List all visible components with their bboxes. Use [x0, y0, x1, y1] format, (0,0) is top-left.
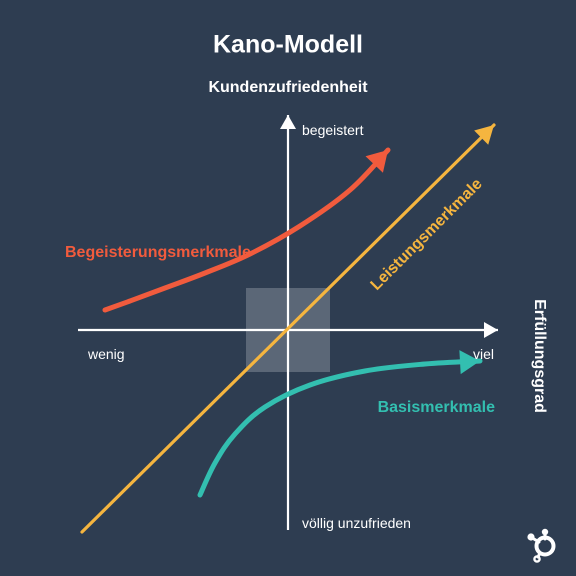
x-left-label: wenig	[88, 346, 125, 362]
y-bottom-label: völlig unzufrieden	[302, 515, 411, 531]
diagram-title: Kano-Modell	[213, 31, 363, 60]
y-top-label: begeistert	[302, 122, 363, 138]
x-axis-title: Erfüllungsgrad	[530, 299, 548, 413]
y-axis-title: Kundenzufriedenheit	[208, 79, 367, 97]
label-excitement: Begeisterungsmerkmale	[65, 244, 251, 262]
kano-diagram: Kano-Modell Kundenzufriedenheit Erfüllungs…	[0, 0, 576, 576]
x-right-label: viel	[473, 346, 494, 362]
label-basic: Basismerkmale	[378, 399, 495, 417]
